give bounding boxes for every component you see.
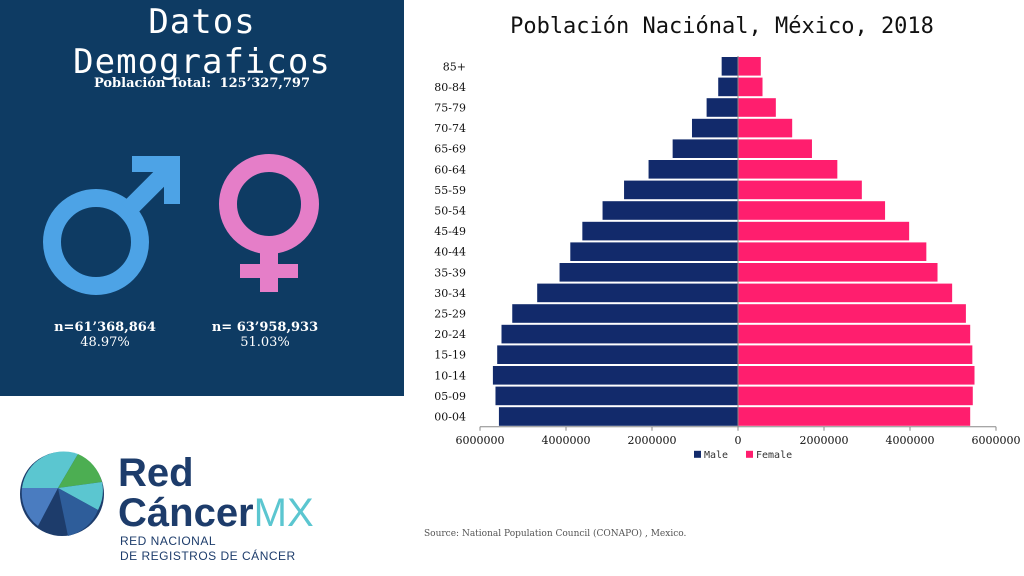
logo-text-mx: MX: [253, 491, 314, 535]
bar-male-75-79: [706, 98, 738, 117]
bar-male-60-64: [648, 160, 738, 179]
male-percent: 48.97%: [80, 335, 130, 350]
male-stat: n=61’368,864 48.97%: [40, 320, 170, 350]
panel-title-line2: Demograficos: [73, 42, 331, 82]
bar-male-45-49: [582, 221, 738, 241]
demographics-panel: Datos Demograficos Población Total: 125’…: [0, 0, 404, 396]
bar-female-75-79: [738, 98, 776, 117]
bar-male-40-44: [570, 242, 738, 261]
bar-male-30-34: [537, 283, 738, 303]
legend-swatch-female: [746, 450, 753, 458]
y-tick-label-45-49: 45-49: [434, 225, 466, 238]
logo-subtitle-line1: RED NACIONAL: [120, 534, 217, 548]
female-count: n= 63’958,933: [211, 320, 319, 335]
male-count: n=61’368,864: [54, 320, 156, 335]
bar-female-00-04: [738, 407, 971, 426]
bar-female-55-59: [738, 180, 862, 200]
chart-title: Población Naciónal, México, 2018: [510, 14, 934, 39]
bar-male-25-29: [512, 304, 738, 323]
bar-male-70-74: [691, 118, 738, 138]
bar-female-35-39: [738, 263, 938, 282]
legend-swatch-male: [694, 450, 701, 458]
y-tick-label-65-69: 65-69: [434, 143, 466, 156]
x-tick-label: 4000000: [542, 434, 591, 447]
x-tick-label: 2000000: [628, 434, 677, 447]
bar-female-15-19: [738, 345, 973, 364]
bar-female-45-49: [738, 221, 910, 241]
female-percent: 51.03%: [240, 335, 290, 350]
x-tick-label: 2000000: [800, 434, 849, 447]
legend-label-male: Male: [704, 450, 728, 461]
female-stat: n= 63’958,933 51.03%: [200, 320, 330, 350]
logo-text-cancer: CáncerMX: [118, 492, 314, 534]
bar-male-05-09: [495, 386, 738, 406]
bar-female-85+: [738, 57, 761, 76]
bar-male-50-54: [602, 201, 738, 220]
red-cancer-mx-logo: [20, 451, 104, 536]
y-tick-label-25-29: 25-29: [434, 308, 466, 321]
source-note: Source: National Population Council (CON…: [424, 529, 687, 539]
logo-text-cancer-main: Cáncer: [118, 491, 254, 535]
logo-text-red: Red: [118, 451, 194, 495]
population-pyramid-chart: 00-04 05-09 10-14 15-19 20-24 25-29 30-34 35-39…: [434, 56, 1021, 461]
bar-male-15-19: [497, 345, 738, 364]
bar-male-55-59: [624, 180, 738, 200]
y-tick-label-75-79: 75-79: [434, 102, 466, 115]
bar-female-05-09: [738, 386, 973, 406]
y-tick-label-35-39: 35-39: [434, 266, 466, 279]
bar-male-80-84: [718, 77, 738, 97]
bar-male-20-24: [501, 324, 738, 344]
y-tick-label-20-24: 20-24: [434, 328, 466, 341]
y-tick-label-85+: 85+: [443, 60, 466, 73]
panel-title-line1: Datos: [148, 2, 256, 42]
bar-female-20-24: [738, 324, 971, 344]
y-tick-label-50-54: 50-54: [434, 205, 466, 218]
y-tick-label-70-74: 70-74: [434, 122, 466, 135]
y-tick-label-55-59: 55-59: [434, 184, 466, 197]
bar-female-30-34: [738, 283, 953, 303]
bar-female-25-29: [738, 304, 966, 323]
y-tick-label-05-09: 05-09: [434, 390, 466, 403]
bar-male-85+: [721, 57, 738, 76]
bar-female-60-64: [738, 160, 838, 179]
bar-female-10-14: [738, 366, 975, 385]
total-population-label: Población Total:: [93, 76, 212, 91]
logo-subtitle-line2: DE REGISTROS DE CÁNCER: [120, 549, 296, 563]
y-tick-label-60-64: 60-64: [434, 163, 466, 176]
y-tick-label-40-44: 40-44: [434, 246, 466, 259]
y-tick-label-00-04: 00-04: [434, 411, 466, 424]
bar-female-40-44: [738, 242, 927, 261]
bar-male-10-14: [492, 366, 738, 385]
y-tick-label-80-84: 80-84: [434, 81, 466, 94]
bar-male-35-39: [559, 263, 738, 282]
male-symbol-icon: [43, 156, 180, 295]
bar-male-65-69: [672, 139, 738, 158]
y-tick-label-10-14: 10-14: [434, 369, 466, 382]
x-tick-label: 6000000: [456, 434, 505, 447]
y-tick-label-30-34: 30-34: [434, 287, 466, 300]
bar-female-50-54: [738, 201, 886, 220]
bar-female-65-69: [738, 139, 812, 158]
x-tick-label: 4000000: [886, 434, 935, 447]
female-symbol-icon: [219, 154, 319, 292]
bar-female-70-74: [738, 118, 793, 138]
bar-female-80-84: [738, 77, 763, 97]
x-tick-label: 6000000: [972, 434, 1021, 447]
total-population: Población Total: 125’327,797: [0, 76, 404, 91]
bar-male-00-04: [498, 407, 738, 426]
total-population-value: 125’327,797: [219, 76, 311, 91]
legend-label-female: Female: [756, 450, 792, 461]
y-tick-label-15-19: 15-19: [434, 349, 466, 362]
x-tick-label: 0: [735, 434, 742, 447]
